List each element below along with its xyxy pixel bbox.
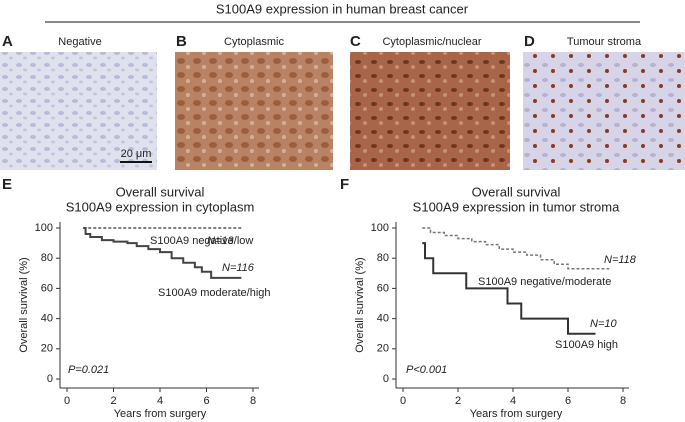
panel-letter: D (524, 33, 535, 50)
micrograph (350, 52, 510, 170)
y-tick-label: 100 (35, 222, 53, 234)
y-axis-label: Overall survival (%) (18, 257, 30, 352)
y-tick-label: 40 (377, 313, 389, 325)
x-tick-label: 0 (400, 395, 406, 407)
y-tick-label: 80 (377, 252, 389, 264)
chart-title: S100A9 expression in cytoplasm (66, 199, 255, 214)
x-tick-label: 6 (203, 395, 209, 407)
panel-letter: E (2, 176, 12, 193)
panel-letter: C (350, 33, 361, 50)
annotation: N=13 (207, 235, 234, 247)
annotation: P=0.021 (68, 364, 109, 376)
x-tick-label: 0 (64, 395, 70, 407)
x-tick-label: 4 (157, 395, 163, 407)
survival-curve (422, 242, 596, 335)
survival-curve (422, 227, 610, 270)
micrograph (175, 52, 333, 170)
x-axis-label: Years from surgery (470, 408, 563, 420)
y-tick-label: 60 (41, 282, 53, 294)
chart-title: Overall survival (472, 184, 561, 199)
chart-title: S100A9 expression in tumor stroma (413, 199, 620, 214)
panel-label: Negative (58, 36, 101, 48)
annotation: N=118 (604, 254, 637, 266)
panel-label: Cytoplasmic/nuclear (382, 36, 481, 48)
panel-label: Tumour stroma (567, 36, 642, 48)
y-tick-label: 100 (371, 222, 389, 234)
y-axis-label: Overall survival (%) (354, 257, 366, 352)
series-label: S100A9 negative/low (150, 235, 253, 247)
scale-bar-label: 20 μm (121, 148, 152, 160)
annotation: N=116 (222, 262, 255, 274)
annotation: P<0.001 (406, 364, 447, 376)
panel-letter: B (176, 33, 187, 50)
y-tick-label: 0 (383, 373, 389, 385)
y-tick-label: 60 (377, 282, 389, 294)
panel-letter: F (340, 176, 349, 193)
x-tick-label: 4 (510, 395, 516, 407)
micrograph (0, 52, 157, 170)
y-tick-label: 40 (41, 313, 53, 325)
panel-letter: A (2, 33, 13, 50)
annotation: N=10 (590, 318, 617, 330)
x-tick-label: 2 (110, 395, 116, 407)
series-label: S100A9 moderate/high (158, 287, 271, 299)
panel-label: Cytoplasmic (224, 36, 284, 48)
x-tick-label: 8 (620, 395, 626, 407)
x-axis-label: Years from surgery (114, 408, 207, 420)
y-tick-label: 20 (377, 343, 389, 355)
y-tick-label: 20 (41, 343, 53, 355)
figure-title: S100A9 expression in human breast cancer (216, 1, 469, 16)
x-tick-label: 8 (250, 395, 256, 407)
x-tick-label: 6 (565, 395, 571, 407)
series-label: S100A9 negative/moderate (478, 276, 611, 288)
survival-curve (83, 227, 242, 279)
micrograph (523, 52, 685, 170)
y-tick-label: 80 (41, 252, 53, 264)
y-tick-label: 0 (47, 373, 53, 385)
series-label: S100A9 high (555, 339, 618, 351)
chart-title: Overall survival (116, 184, 205, 199)
x-tick-label: 2 (455, 395, 461, 407)
